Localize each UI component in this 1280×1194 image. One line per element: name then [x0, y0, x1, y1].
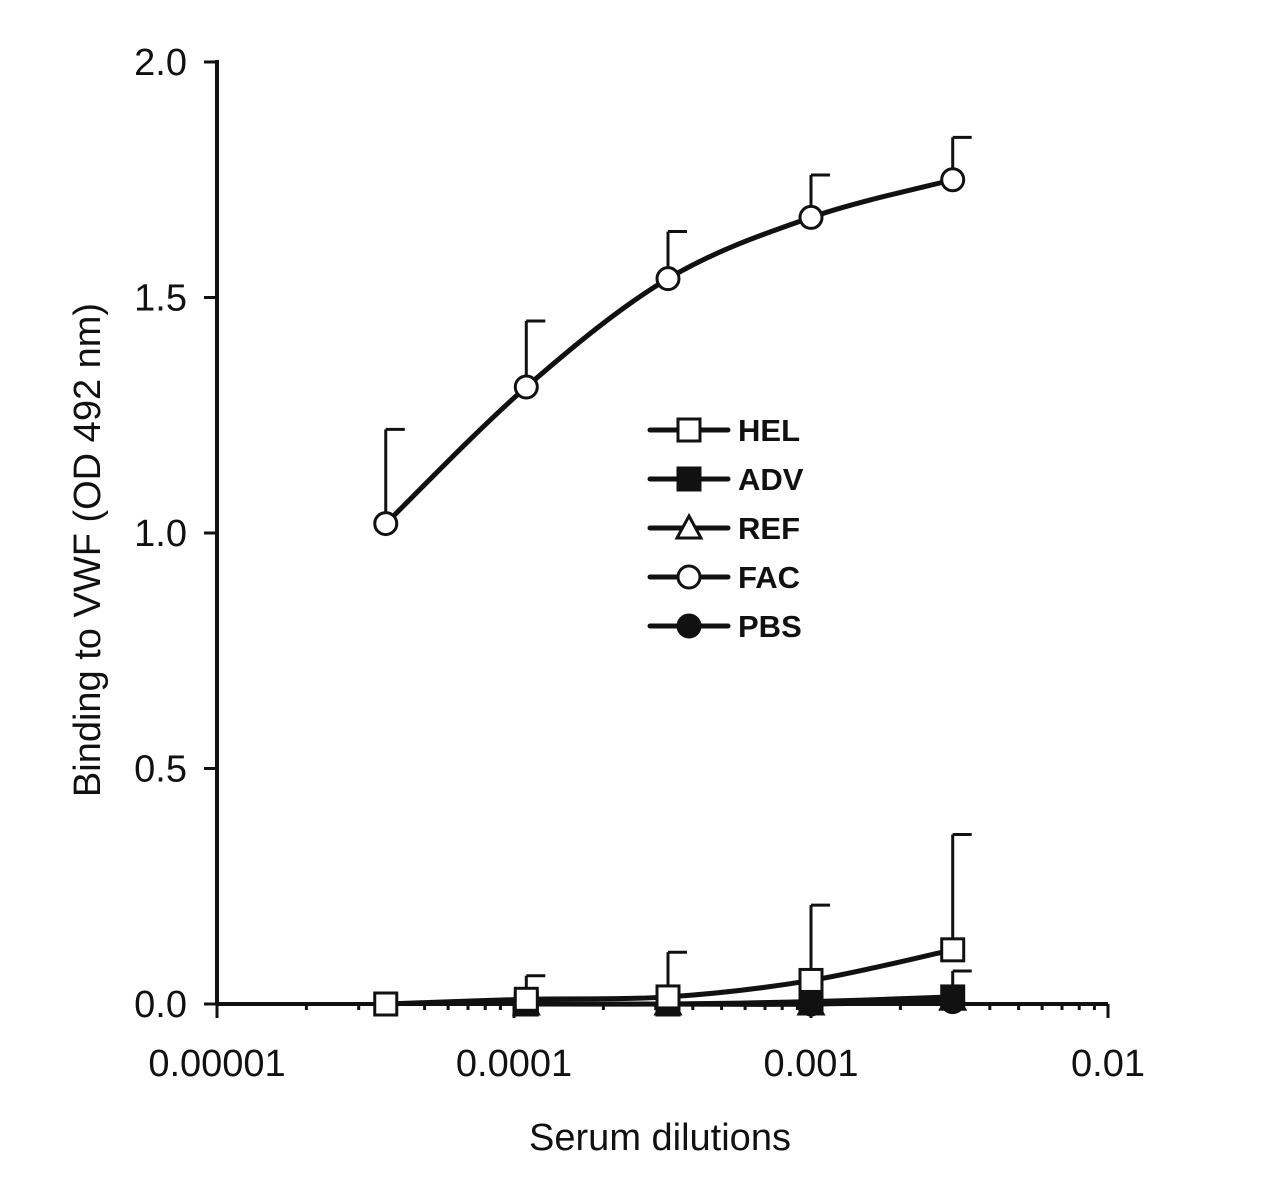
hel-point [513, 986, 539, 1012]
x-axis-title: Serum dilutions [529, 1117, 791, 1159]
series-group [373, 135, 972, 1017]
legend-marker-hel [676, 417, 702, 443]
x-tick-label: 0.001 [763, 1043, 858, 1085]
adv-point [940, 984, 966, 1010]
y-tick-label: 1.0 [134, 513, 187, 555]
legend-label-hel: HEL [738, 413, 800, 448]
fac-point [513, 374, 539, 400]
series-adv [513, 969, 972, 1017]
fac-point [373, 511, 399, 537]
legend-item-fac: FAC [647, 560, 800, 595]
legend-label-pbs: PBS [738, 609, 802, 644]
hel-point [655, 984, 681, 1010]
legend-marker-adv [676, 466, 702, 492]
adv-line [523, 994, 956, 1007]
legend-label-ref: REF [738, 511, 800, 546]
fac-point [940, 167, 966, 193]
series-hel [373, 832, 972, 1017]
hel-point [798, 967, 824, 993]
legend-marker-fac [676, 564, 702, 590]
legend-item-ref: REF [647, 511, 800, 546]
fac-point [655, 266, 681, 292]
legend: HEL ADV REF FAC PBS [647, 413, 804, 644]
adv-point [798, 989, 824, 1015]
fac-point [798, 204, 824, 230]
hel-point [373, 991, 399, 1017]
x-tick-label: 0.01 [1071, 1043, 1145, 1085]
y-axis-title: Binding to VWF (OD 492 nm) [67, 303, 109, 797]
y-tick-label: 1.5 [134, 278, 187, 320]
legend-item-hel: HEL [647, 413, 800, 448]
legend-marker-pbs [676, 613, 702, 639]
legend-label-fac: FAC [738, 560, 800, 595]
y-tick-label: 2.0 [134, 42, 187, 84]
y-tick-label: 0.0 [134, 984, 187, 1026]
axes-group: 0.0 0.5 1.0 1.5 2.0 0.00001 0.0001 0.001 0.01 [134, 42, 1145, 1085]
legend-label-adv: ADV [738, 462, 804, 497]
x-tick-label: 0.0001 [456, 1043, 572, 1085]
y-tick-label: 0.5 [134, 749, 187, 791]
legend-item-pbs: PBS [647, 609, 802, 644]
legend-item-adv: ADV [647, 462, 804, 497]
hel-point [940, 937, 966, 963]
x-tick-label: 0.00001 [148, 1043, 285, 1085]
series-fac [373, 135, 972, 537]
legend-marker-ref [674, 512, 704, 540]
